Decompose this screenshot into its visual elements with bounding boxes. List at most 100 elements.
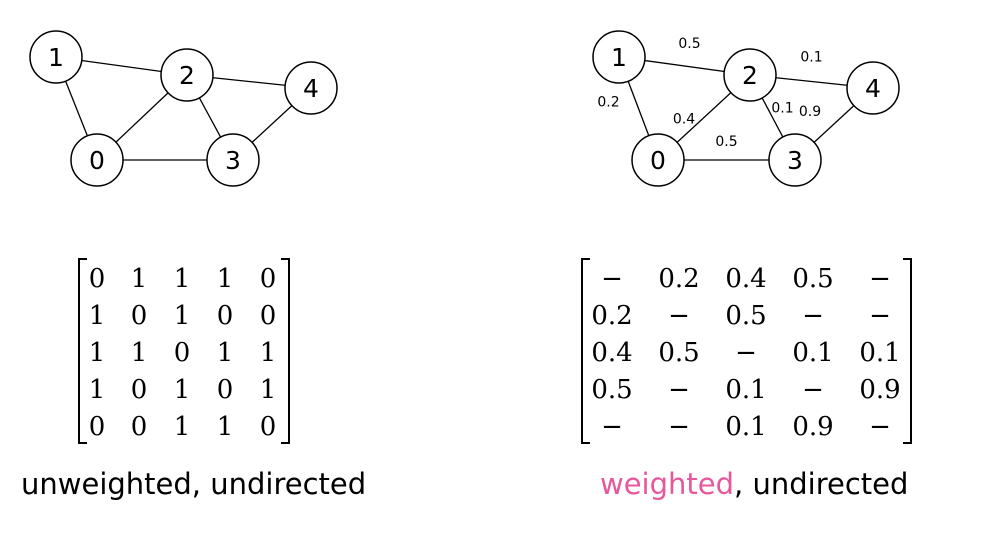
matrix-cell: 0.1 — [725, 412, 767, 442]
weighted-node-4 — [846, 61, 900, 115]
matrix-cell: 1 — [216, 412, 234, 442]
weighted-node-label-2: 2 — [742, 61, 758, 90]
matrix-cell: 0.5 — [658, 338, 700, 368]
matrix-cell: 0.9 — [792, 412, 834, 442]
unweighted-node-label-1: 1 — [48, 43, 64, 72]
matrix-cell: 0 — [216, 375, 234, 405]
matrix-cell: 0 — [130, 412, 148, 442]
matrix-cell: 0 — [88, 264, 106, 294]
unweighted-node-label-0: 0 — [89, 146, 105, 175]
matrix-cell: − — [668, 412, 690, 442]
weighted-weight-label-2-0: 0.4 — [673, 112, 695, 128]
matrix-cell: 0.1 — [725, 375, 767, 405]
unweighted-node-label-2: 2 — [179, 61, 195, 90]
weighted-weight-label-1-2: 0.5 — [678, 36, 700, 52]
unweighted-node-2 — [160, 48, 214, 102]
matrix-cell: 0.1 — [859, 338, 901, 368]
matrix-cell: 0.5 — [725, 301, 767, 331]
matrix-row: 0.2 − 0.5 − − — [581, 297, 912, 335]
matrix-cell: 0.2 — [591, 301, 633, 331]
unweighted-node-label-4: 4 — [303, 74, 319, 103]
caption-weighted-accent: weighted — [600, 467, 735, 501]
matrix-cell: 0.4 — [591, 338, 633, 368]
weighted-node-2 — [723, 48, 777, 102]
caption-unweighted: unweighted, undirected — [21, 467, 366, 501]
matrix-cell: − — [869, 412, 891, 442]
matrix-left-bracket — [78, 258, 87, 444]
matrix-cell: 1 — [259, 375, 277, 405]
matrix-cell: 1 — [173, 375, 191, 405]
caption-weighted-rest: , undirected — [734, 467, 909, 501]
weighted-weight-label-0-3: 0.5 — [715, 134, 737, 150]
matrix-cell: − — [735, 338, 757, 368]
matrix-row: − − 0.1 0.9 − — [581, 408, 912, 446]
matrix-cell: 0.4 — [725, 264, 767, 294]
weighted-weight-label-2-4: 0.1 — [800, 50, 822, 66]
matrix-cell: − — [601, 264, 623, 294]
matrix-cell: 1 — [130, 264, 148, 294]
matrix-cell: 1 — [173, 301, 191, 331]
matrix-cell: 1 — [88, 301, 106, 331]
matrix-row: 0.4 0.5 − 0.1 0.1 — [581, 334, 912, 372]
matrix-cell: 1 — [130, 338, 148, 368]
weighted-node-label-1: 1 — [611, 43, 627, 72]
matrix-cell: 1 — [88, 338, 106, 368]
matrix-cell: 0 — [88, 412, 106, 442]
matrix-right-bracket — [903, 258, 912, 444]
weighted-node-0 — [631, 133, 685, 187]
matrix-cell: 0 — [130, 301, 148, 331]
matrix-right-bracket — [281, 258, 290, 444]
unweighted-node-4 — [284, 61, 338, 115]
weighted-graph: 0.2 0.5 0.4 0.1 0.1 0.5 0.9 0 1 2 3 4 — [592, 30, 900, 187]
weighted-node-label-4: 4 — [865, 74, 881, 103]
matrix-cell: 0 — [130, 375, 148, 405]
matrix-cell: 0.2 — [658, 264, 700, 294]
weighted-weight-label-1-0: 0.2 — [597, 95, 619, 111]
weighted-weight-label-3-4: 0.9 — [799, 104, 821, 120]
weighted-node-label-3: 3 — [787, 146, 803, 175]
weighted-node-3 — [768, 133, 822, 187]
matrix-left-bracket — [581, 258, 590, 444]
graph-diagrams: 0 1 2 3 4 0.2 0.5 0.4 0.1 0.1 0.5 0.9 0 1 2 3 4 — [29, 30, 900, 187]
matrix-cell: − — [668, 301, 690, 331]
matrix-cell: 0 — [259, 412, 277, 442]
matrix-cell: 1 — [88, 375, 106, 405]
matrix-cell: − — [668, 375, 690, 405]
matrix-cell: 0 — [216, 301, 234, 331]
matrix-cell: 1 — [216, 264, 234, 294]
matrix-cell: 1 — [173, 264, 191, 294]
matrix-cell: 0 — [259, 264, 277, 294]
unweighted-node-0 — [70, 133, 124, 187]
matrix-cell: 0 — [173, 338, 191, 368]
matrix-cell: 0.5 — [591, 375, 633, 405]
weighted-node-1 — [592, 30, 646, 84]
matrix-cell: 1 — [216, 338, 234, 368]
matrix-row: − 0.2 0.4 0.5 − — [581, 260, 912, 298]
matrix-cell: − — [802, 301, 824, 331]
matrix-cell: 1 — [173, 412, 191, 442]
matrix-cell: − — [869, 264, 891, 294]
caption-unweighted-text: unweighted, undirected — [21, 467, 367, 501]
matrix-cell: − — [601, 412, 623, 442]
matrix-cell: 0.9 — [859, 375, 901, 405]
matrix-cell: 0 — [259, 301, 277, 331]
matrix-cell: 0.1 — [792, 338, 834, 368]
matrix-row: 0.5 − 0.1 − 0.9 — [581, 371, 912, 409]
unweighted-node-label-3: 3 — [225, 146, 241, 175]
weighted-adjacency-matrix: − 0.2 0.4 0.5 − 0.2 − 0.5 − − 0.4 0.5 − 0.1 0.1 0.5 − 0.1… — [581, 258, 912, 444]
matrix-cell: − — [869, 301, 891, 331]
caption-weighted: weighted, undirected — [600, 467, 908, 501]
matrix-cell: − — [802, 375, 824, 405]
matrix-cell: 0.5 — [792, 264, 834, 294]
unweighted-node-1 — [29, 30, 83, 84]
weighted-weight-label-2-3: 0.1 — [771, 101, 793, 117]
unweighted-node-3 — [206, 133, 260, 187]
weighted-node-label-0: 0 — [650, 146, 666, 175]
unweighted-graph: 0 1 2 3 4 — [29, 30, 338, 187]
